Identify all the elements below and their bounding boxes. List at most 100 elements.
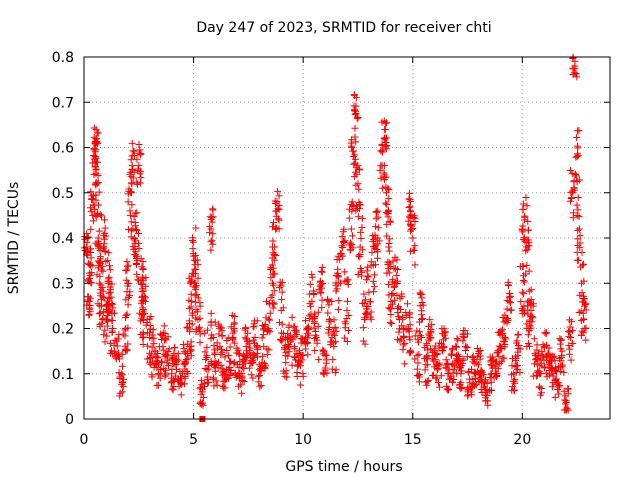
- data-point: [325, 298, 333, 306]
- data-point: [278, 279, 286, 287]
- data-point: [508, 371, 516, 379]
- data-point: [131, 237, 139, 245]
- data-point: [524, 310, 532, 318]
- data-point: [568, 170, 576, 178]
- data-point: [87, 245, 95, 253]
- data-point: [100, 243, 108, 251]
- data-point: [523, 236, 531, 244]
- data-point: [401, 340, 409, 348]
- data-point: [85, 311, 93, 319]
- data-point: [288, 313, 296, 321]
- data-point: [386, 217, 394, 225]
- data-point: [386, 235, 394, 243]
- data-point: [203, 343, 211, 351]
- data-point: [557, 345, 565, 353]
- data-point: [253, 349, 261, 357]
- data-point: [527, 324, 535, 332]
- data-point: [184, 323, 192, 331]
- data-point: [343, 314, 351, 322]
- data-point: [380, 162, 388, 170]
- data-point: [278, 329, 286, 337]
- data-point: [118, 362, 126, 370]
- data-point: [374, 207, 382, 215]
- data-point: [296, 362, 304, 370]
- data-point: [272, 224, 280, 232]
- data-point: [131, 209, 139, 217]
- data-point: [513, 362, 521, 370]
- data-point: [349, 201, 357, 209]
- data-point: [137, 151, 145, 159]
- data-point: [97, 302, 105, 310]
- data-point: [308, 270, 316, 278]
- data-point: [183, 340, 191, 348]
- data-point: [278, 288, 286, 296]
- data-point: [409, 214, 417, 222]
- data-point: [576, 232, 584, 240]
- data-point: [162, 371, 170, 379]
- data-point: [383, 200, 391, 208]
- data-point: [104, 308, 112, 316]
- data-point: [352, 138, 360, 146]
- data-point: [346, 205, 354, 213]
- data-point: [351, 133, 359, 141]
- data-point: [118, 388, 126, 396]
- data-point: [135, 245, 143, 253]
- data-point: [407, 220, 415, 228]
- data-point: [529, 300, 537, 308]
- data-point: [143, 355, 151, 363]
- data-point: [529, 372, 537, 380]
- data-point: [147, 313, 155, 321]
- data-point: [119, 330, 127, 338]
- y-tick-label: 0.8: [52, 50, 74, 66]
- data-point: [130, 213, 138, 221]
- data-point: [354, 114, 362, 122]
- data-point: [209, 375, 217, 383]
- data-point: [354, 213, 362, 221]
- x-tick-label: 5: [189, 432, 198, 448]
- data-point: [382, 145, 390, 153]
- data-point: [371, 261, 379, 269]
- data-point: [241, 334, 249, 342]
- data-point: [545, 344, 553, 352]
- data-point: [498, 344, 506, 352]
- data-point: [223, 347, 231, 355]
- data-point: [459, 330, 467, 338]
- data-point: [95, 227, 103, 235]
- data-point: [261, 365, 269, 373]
- data-point: [146, 321, 154, 329]
- data-point: [118, 371, 126, 379]
- data-point: [303, 338, 311, 346]
- data-point: [573, 201, 581, 209]
- data-point: [331, 323, 339, 331]
- data-point: [226, 358, 234, 366]
- data-point: [106, 339, 114, 347]
- data-point: [226, 363, 234, 371]
- data-point: [101, 326, 109, 334]
- data-point: [555, 390, 563, 398]
- data-point: [85, 304, 93, 312]
- data-point: [85, 260, 93, 268]
- data-point: [425, 322, 433, 330]
- data-point: [575, 309, 583, 317]
- data-point: [122, 267, 130, 275]
- data-point: [196, 338, 204, 346]
- data-point: [137, 174, 145, 182]
- data-point: [109, 304, 117, 312]
- data-point: [187, 346, 195, 354]
- data-point: [457, 384, 465, 392]
- data-point: [306, 300, 314, 308]
- data-point: [205, 378, 213, 386]
- axes-layer: 0 0.1 0.2 0.3 0.4 0.5 0.6 0.7 0.8 0 5 10 15 20: [52, 50, 611, 448]
- data-point: [336, 256, 344, 264]
- data-point: [322, 359, 330, 367]
- data-point: [94, 241, 102, 249]
- data-point: [225, 352, 233, 360]
- data-point: [377, 147, 385, 155]
- data-point: [391, 296, 399, 304]
- data-point: [347, 139, 355, 147]
- data-point: [332, 272, 340, 280]
- data-point: [454, 351, 462, 359]
- data-point: [246, 349, 254, 357]
- chart-title: Day 247 of 2023, SRMTID for receiver cht…: [196, 20, 491, 36]
- data-point: [106, 283, 114, 291]
